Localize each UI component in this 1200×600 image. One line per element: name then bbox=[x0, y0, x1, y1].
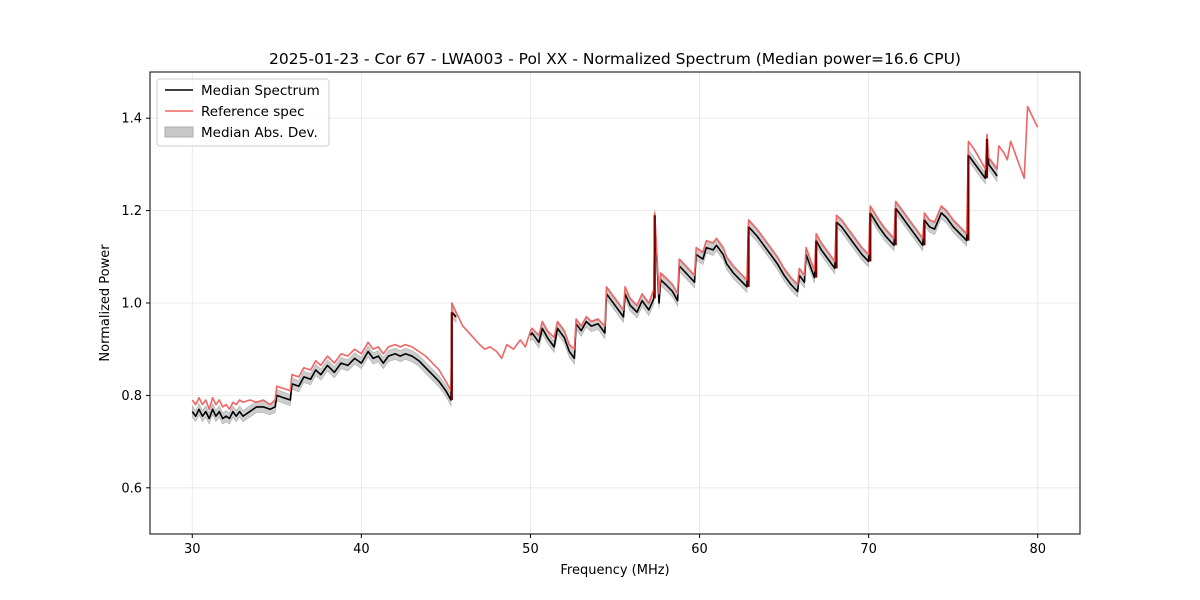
reference-spectrum-line bbox=[191, 105, 1039, 411]
x-tick-label: 80 bbox=[1029, 542, 1046, 557]
y-tick-label: 0.6 bbox=[121, 481, 142, 496]
legend-label-median: Median Spectrum bbox=[201, 83, 320, 99]
y-axis-ticks: 0.6 0.8 1.0 1.2 1.4 bbox=[121, 112, 150, 496]
x-tick-label: 60 bbox=[691, 542, 708, 557]
legend-label-reference: Reference spec bbox=[201, 104, 305, 120]
grid-lines bbox=[150, 72, 1080, 534]
y-tick-label: 1.0 bbox=[121, 297, 142, 312]
x-tick-label: 30 bbox=[184, 542, 201, 557]
median-spectrum-line bbox=[191, 311, 457, 420]
legend-swatch-mad bbox=[164, 126, 194, 138]
legend: Median Spectrum Reference spec Median Ab… bbox=[156, 78, 330, 147]
legend-box bbox=[156, 78, 330, 147]
x-axis-ticks: 30 40 50 60 70 80 bbox=[184, 534, 1046, 557]
y-tick-label: 0.8 bbox=[121, 389, 142, 404]
x-axis-label: Frequency (MHz) bbox=[560, 563, 669, 578]
legend-label-mad: Median Abs. Dev. bbox=[201, 125, 318, 141]
y-axis-label: Normalized Power bbox=[98, 244, 113, 362]
x-tick-label: 40 bbox=[353, 542, 370, 557]
x-tick-label: 50 bbox=[522, 542, 539, 557]
chart-title: 2025-01-23 - Cor 67 - LWA003 - Pol XX - … bbox=[269, 50, 961, 68]
x-tick-label: 70 bbox=[860, 542, 877, 557]
y-tick-label: 1.4 bbox=[121, 112, 142, 127]
plot-area bbox=[191, 105, 1039, 425]
y-tick-label: 1.2 bbox=[121, 204, 142, 219]
